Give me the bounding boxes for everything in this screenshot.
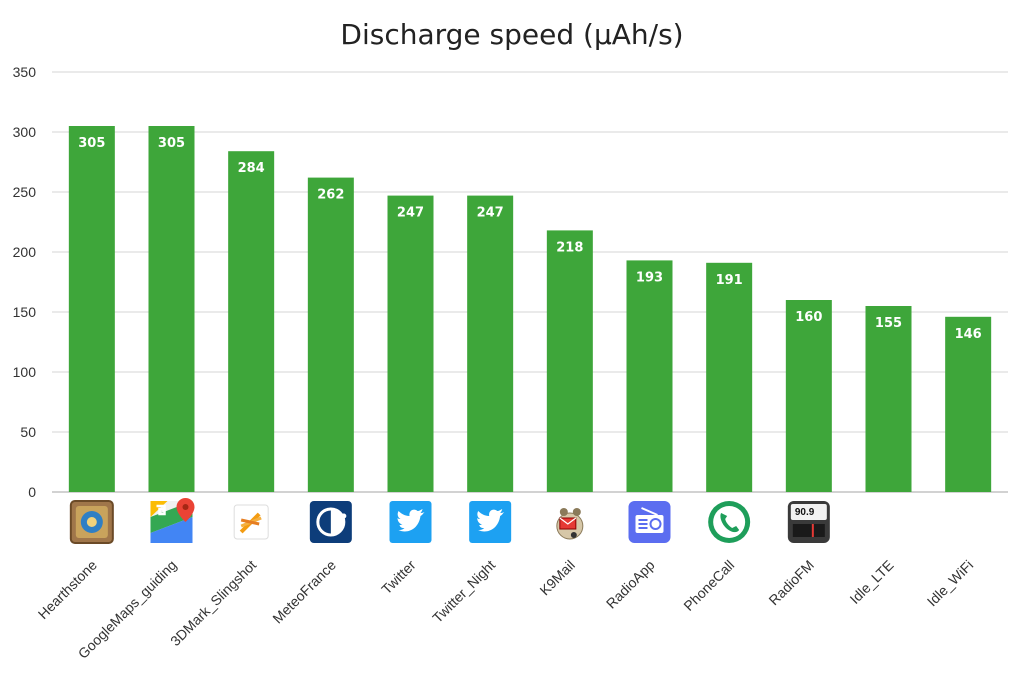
- phone-icon: [708, 501, 751, 543]
- y-tick-label: 300: [13, 124, 37, 140]
- google-maps-icon: [150, 498, 195, 543]
- data-label: 218: [556, 240, 583, 255]
- data-labels: 305 305 284 262 247 247 218 193 191 160 155 146: [78, 136, 981, 342]
- meteofrance-icon: [309, 501, 352, 543]
- twitter-icon: [389, 501, 432, 543]
- data-label: 160: [795, 310, 822, 325]
- bar: [785, 300, 832, 492]
- data-label: 247: [477, 206, 504, 221]
- bar: [228, 151, 275, 492]
- x-tick-label: RadioFM: [765, 557, 816, 608]
- app-icons: 90.9: [69, 498, 830, 544]
- y-tick-label: 200: [13, 244, 37, 260]
- x-tick-label: Twitter_Night: [429, 557, 498, 626]
- radio-fm-frequency: 90.9: [795, 507, 815, 518]
- y-tick-label: 50: [20, 424, 36, 440]
- x-tick-label: K9Mail: [536, 557, 578, 599]
- y-tick-label: 0: [28, 484, 36, 500]
- y-tick-label: 350: [13, 64, 37, 80]
- 3dmark-icon: [233, 504, 269, 540]
- y-axis: 0 50 100 150 200 250 300 350: [13, 64, 37, 500]
- y-tick-label: 100: [13, 364, 37, 380]
- data-label: 155: [875, 316, 902, 331]
- bar: [546, 230, 593, 492]
- bar: [626, 260, 673, 492]
- bars: [68, 126, 992, 492]
- bar: [945, 316, 992, 492]
- bar: [148, 126, 195, 492]
- data-label: 284: [238, 161, 265, 176]
- radio-fm-icon: 90.9: [787, 501, 830, 543]
- data-label: 305: [78, 136, 105, 151]
- grid-lines: [52, 71, 1008, 493]
- x-axis: HearthstoneGoogleMaps_guiding3DMark_Slin…: [35, 557, 977, 662]
- data-label: 193: [636, 270, 663, 285]
- bar: [467, 195, 514, 492]
- bar: [865, 306, 912, 492]
- x-tick-label: PhoneCall: [680, 557, 737, 614]
- x-tick-label: Twitter: [378, 557, 419, 598]
- x-tick-label: Idle_LTE: [846, 557, 896, 607]
- bar: [706, 262, 753, 492]
- radio-app-icon: [628, 501, 671, 543]
- data-label: 262: [317, 188, 344, 203]
- y-tick-label: 250: [13, 184, 37, 200]
- y-tick-label: 150: [13, 304, 37, 320]
- hearthstone-icon: [69, 500, 114, 544]
- k9mail-icon: [556, 508, 584, 540]
- data-label: 191: [716, 273, 743, 288]
- data-label: 305: [158, 136, 185, 151]
- x-tick-label: RadioApp: [603, 557, 658, 612]
- x-tick-label: Hearthstone: [35, 557, 100, 622]
- twitter-icon: [469, 501, 512, 543]
- chart-title: Discharge speed (µAh/s): [340, 18, 684, 51]
- bar: [68, 126, 115, 492]
- x-tick-label: MeteoFrance: [269, 557, 339, 627]
- data-label: 146: [955, 327, 982, 342]
- x-tick-label: 3DMark_Slingshot: [167, 557, 259, 649]
- bar: [387, 195, 434, 492]
- data-label: 247: [397, 206, 424, 221]
- bar: [307, 177, 354, 492]
- x-tick-label: Idle_WiFi: [924, 557, 977, 610]
